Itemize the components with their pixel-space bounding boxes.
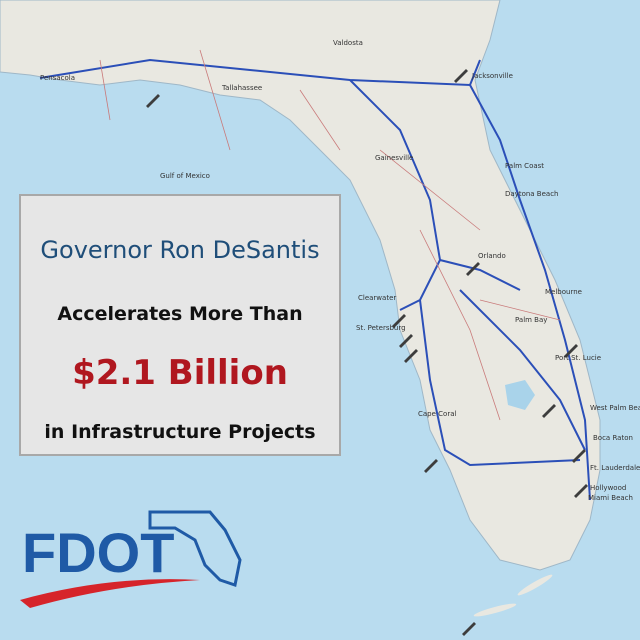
map-label: Tallahassee [221, 84, 262, 92]
project-markers [146, 69, 588, 636]
map-label: Gainesville [375, 154, 413, 162]
map-label: Pensacola [40, 74, 75, 82]
shovel [404, 349, 418, 363]
map-label: West Palm Beach [590, 404, 640, 412]
logo-florida [148, 510, 242, 587]
map-label: Boca Raton [593, 434, 633, 442]
map-label: Jacksonville [471, 72, 513, 80]
shovel [572, 449, 586, 463]
map-label: Port St. Lucie [555, 354, 601, 362]
shovel [462, 622, 476, 636]
map-label: Palm Bay [515, 316, 547, 324]
map-labels: Pensacola Tallahassee Valdosta Jacksonville… [40, 39, 640, 502]
fdot-logo: FDOT [20, 510, 242, 608]
shovel [399, 334, 413, 348]
map-label: Daytona Beach [505, 190, 558, 198]
shovel [392, 314, 406, 328]
headline-text: in Infrastructure Projects [44, 421, 315, 443]
map-label: Gulf of Mexico [160, 172, 210, 180]
roads [39, 49, 591, 501]
headline-name: Governor Ron DeSantis [40, 236, 319, 264]
shovel [424, 459, 438, 473]
map-label: Ft. Lauderdale [590, 464, 640, 472]
shovel [466, 262, 480, 276]
shovel [574, 484, 588, 498]
map-label: Miami Beach [588, 494, 633, 502]
map-label: Hollywood [590, 484, 626, 492]
shovel [564, 344, 578, 358]
map-label: St. Petersburg [356, 324, 406, 332]
map-label: Melbourne [545, 288, 582, 296]
shovel [542, 404, 556, 418]
keys [473, 574, 553, 617]
logo-text: FDOT [22, 521, 174, 584]
headline-amount: $2.1 Billion [72, 353, 288, 393]
headline-text: Accelerates More Than [57, 303, 302, 325]
headline-box [19, 194, 341, 456]
logo-swoosh [20, 579, 200, 608]
map-label: Valdosta [333, 39, 363, 47]
map-label: Palm Coast [505, 162, 544, 170]
shovel [454, 69, 468, 83]
map-label: Orlando [478, 252, 506, 260]
map-label: Cape Coral [418, 410, 456, 418]
map-label: Clearwater [358, 294, 396, 302]
shovel [146, 94, 160, 108]
lake-okeechobee [505, 380, 535, 410]
